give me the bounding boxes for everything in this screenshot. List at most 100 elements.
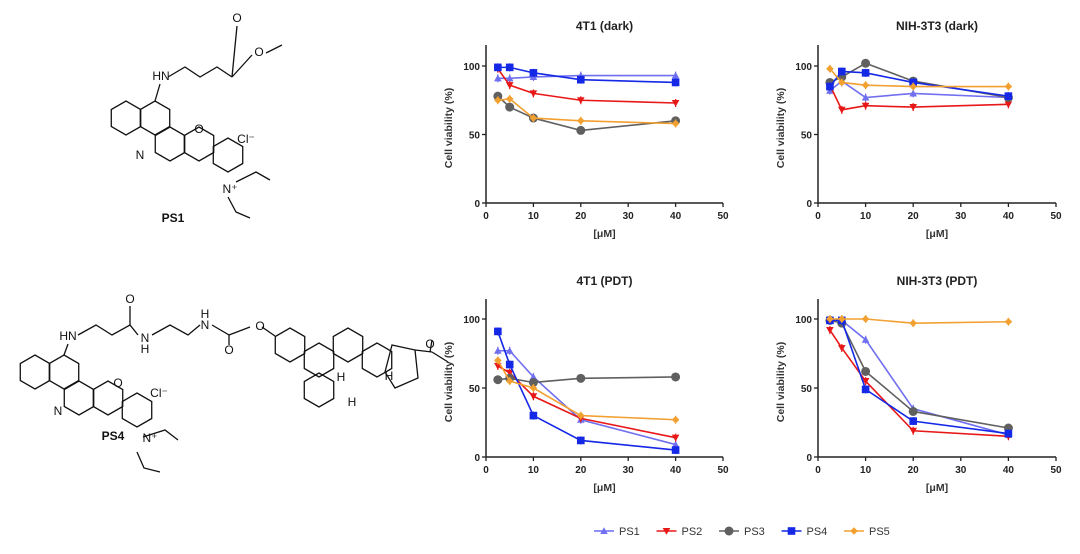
series-line: [829, 319, 1009, 436]
data-point: [505, 63, 514, 72]
ring: [92, 380, 124, 416]
data-point: [529, 90, 538, 98]
data-point: [1004, 92, 1013, 100]
data-point: [577, 411, 585, 420]
series-line: [497, 74, 676, 80]
data-point: [576, 125, 586, 135]
bond: [231, 54, 253, 78]
ps1-structure: [110, 25, 283, 219]
series-ps4: [826, 316, 1013, 438]
data-point: [909, 78, 917, 87]
data-point: [493, 91, 503, 101]
bond: [231, 25, 238, 78]
x-tick-label: 40: [670, 211, 682, 222]
y-tick-label: 0: [474, 199, 480, 210]
series-ps1: [826, 316, 1013, 439]
chart-title: NIH-3T3 (dark): [896, 19, 978, 33]
series-ps3: [825, 58, 1013, 103]
data-point: [494, 327, 502, 336]
data-point: [671, 372, 681, 382]
ring: [110, 100, 142, 136]
bond: [154, 83, 161, 102]
x-tick-label: 10: [860, 211, 872, 222]
data-point: [861, 366, 871, 376]
x-tick-label: 0: [483, 211, 489, 222]
bond: [136, 451, 161, 473]
series-line: [497, 68, 676, 104]
data-point: [577, 97, 585, 105]
data-point: [505, 360, 514, 369]
data-point: [826, 327, 834, 334]
y-tick-label: 100: [463, 315, 480, 326]
legend-item-ps5: PS5: [844, 526, 890, 538]
x-tick-label: 10: [528, 465, 540, 476]
data-point: [671, 434, 680, 442]
data-point: [577, 117, 585, 125]
data-point: [529, 384, 538, 392]
y-tick-label: 50: [801, 384, 813, 395]
x-tick-label: 50: [1050, 211, 1062, 222]
series-ps5: [826, 64, 1013, 91]
series-line: [829, 84, 1009, 111]
x-tick-label: 20: [908, 211, 920, 222]
atom-label: N: [54, 404, 63, 418]
atom-label: O: [113, 376, 122, 390]
data-point: [505, 74, 514, 82]
data-point: [671, 119, 680, 128]
data-point: [826, 82, 834, 91]
ring: [183, 126, 215, 162]
x-tick-label: 10: [528, 211, 540, 222]
y-tick-label: 100: [463, 62, 480, 73]
ring: [361, 342, 393, 378]
data-point: [493, 375, 503, 385]
data-point: [861, 335, 870, 343]
y-tick-label: 0: [806, 453, 812, 464]
data-point: [861, 315, 870, 323]
ring: [212, 137, 244, 173]
data-point: [838, 67, 846, 76]
data-point: [577, 75, 585, 84]
data-point: [671, 446, 680, 454]
ring: [19, 354, 51, 390]
y-axis-label: Cell viability (%): [775, 342, 787, 423]
data-point: [671, 440, 680, 448]
series-line: [497, 360, 676, 421]
data-point: [494, 346, 502, 354]
atom-label: N: [136, 148, 145, 162]
data-point: [838, 315, 846, 323]
x-tick-label: 40: [670, 465, 682, 476]
atom-label: N⁺: [143, 431, 158, 445]
series-ps5: [494, 94, 680, 128]
data-point: [787, 527, 796, 535]
ring: [332, 327, 364, 363]
series-line: [497, 95, 676, 132]
data-point: [662, 527, 671, 535]
atom-label: H: [337, 370, 346, 384]
data-point: [671, 71, 680, 79]
series-line: [497, 376, 676, 384]
legend-item-ps4: PS4: [781, 526, 827, 538]
y-axis-label: Cell viability (%): [443, 342, 455, 423]
bond: [142, 429, 179, 441]
bond: [151, 324, 201, 336]
y-tick-label: 0: [806, 199, 812, 210]
ps1-label: PS1: [162, 211, 185, 225]
data-point: [671, 78, 680, 87]
data-point: [826, 64, 834, 73]
bond: [228, 326, 251, 336]
data-point: [505, 95, 514, 103]
data-point: [528, 377, 538, 387]
series-line: [829, 319, 1009, 435]
series-line: [829, 318, 1009, 324]
chart-panel: NIH-3T3 (dark) 0 10 20 30 40 50 0 50 100 [μM] Cell …: [775, 19, 1062, 240]
data-point: [576, 373, 586, 383]
data-point: [838, 106, 846, 114]
data-point: [909, 427, 917, 435]
atom-label: N: [141, 331, 150, 345]
data-point: [1004, 317, 1013, 326]
ring: [274, 327, 306, 363]
series-ps1: [494, 71, 680, 83]
data-point: [909, 82, 917, 91]
data-point: [909, 319, 917, 327]
chart-panel: NIH-3T3 (PDT) 0 10 20 30 40 50 0 50 100 [μM] Cell v…: [775, 274, 1062, 494]
